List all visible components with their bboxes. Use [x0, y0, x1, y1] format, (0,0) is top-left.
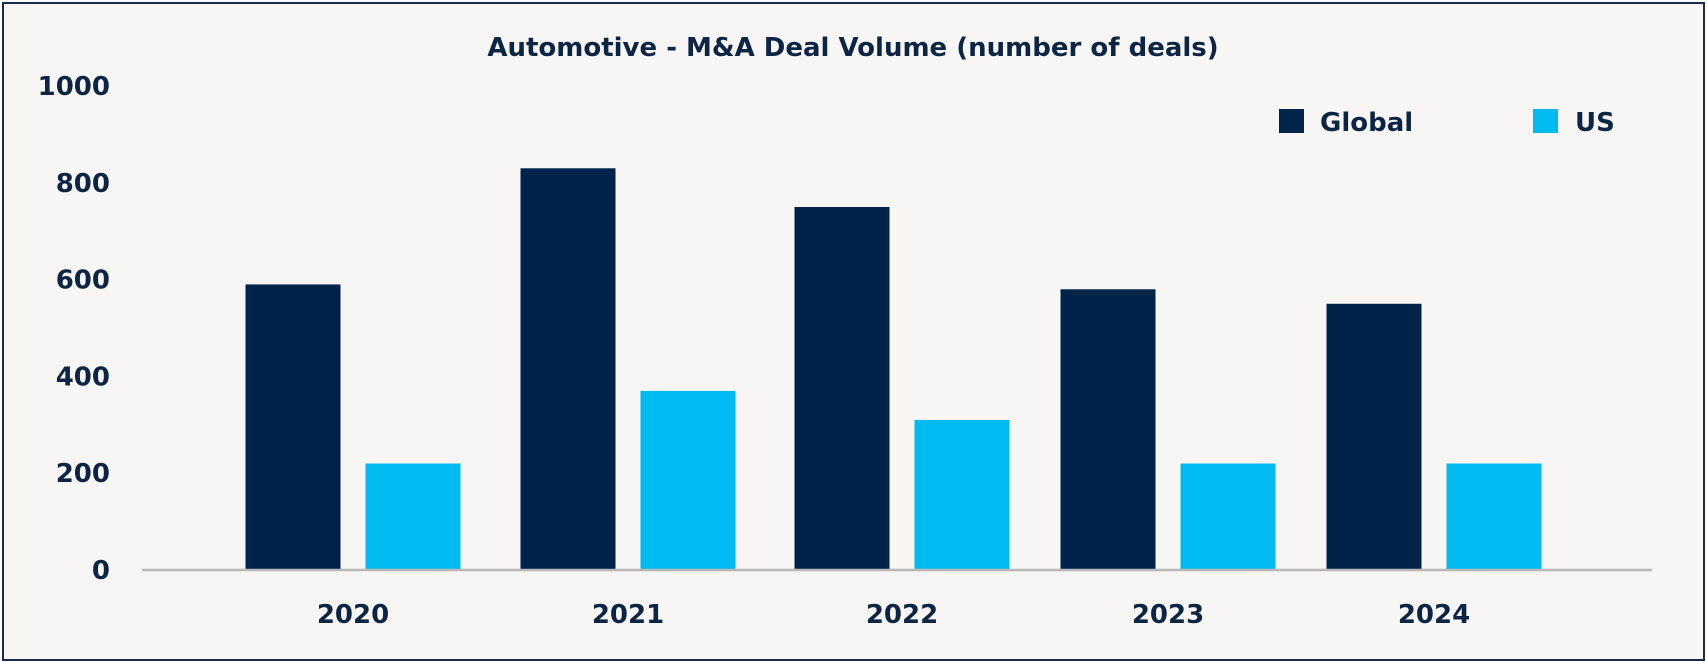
bar-global-2022 [794, 207, 890, 570]
y-axis-ticks: 0 200 400 600 800 1000 [38, 72, 110, 586]
y-tick-label-400: 400 [56, 362, 110, 392]
bar-global-2024 [1326, 303, 1422, 570]
x-axis-ticks: 2020 2021 2022 2023 2024 [317, 600, 1470, 630]
legend-label-us: US [1575, 108, 1615, 138]
bar-chart: Automotive - M&A Deal Volume (number of … [38, 33, 1652, 630]
x-tick-label-2023: 2023 [1132, 600, 1204, 630]
x-tick-label-2022: 2022 [866, 600, 938, 630]
bar-global-2020 [245, 284, 341, 570]
legend: Global US [1279, 108, 1615, 138]
legend-swatch-global [1279, 109, 1304, 133]
bar-global-2021 [520, 168, 616, 570]
bar-global-2023 [1060, 289, 1156, 570]
bar-us-2020 [365, 463, 461, 570]
bar-us-2023 [1180, 463, 1276, 570]
bar-us-2024 [1446, 463, 1542, 570]
y-tick-label-0: 0 [92, 556, 110, 586]
y-tick-label-600: 600 [56, 266, 110, 296]
y-tick-label-800: 800 [56, 169, 110, 199]
legend-swatch-us [1533, 109, 1558, 133]
y-tick-label-1000: 1000 [38, 72, 110, 102]
bar-us-2021 [640, 390, 736, 570]
bar-us-2022 [914, 419, 1010, 570]
x-tick-label-2021: 2021 [592, 600, 664, 630]
legend-label-global: Global [1320, 108, 1413, 138]
x-tick-label-2024: 2024 [1398, 600, 1470, 630]
y-tick-label-200: 200 [56, 459, 110, 489]
bars [245, 168, 1542, 570]
x-tick-label-2020: 2020 [317, 600, 389, 630]
chart-title: Automotive - M&A Deal Volume (number of … [487, 33, 1218, 63]
